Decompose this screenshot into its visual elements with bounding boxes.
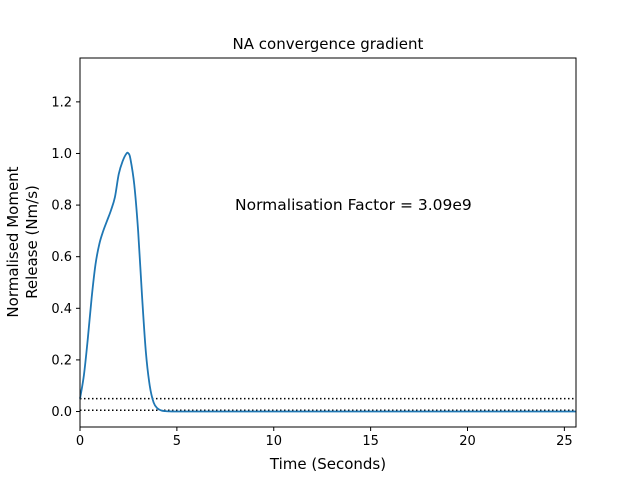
y-tick-label: 0.6 [51,250,72,265]
y-tick-label: 1.2 [51,95,72,110]
y-tick-label: 1.0 [51,147,72,162]
x-tick-label: 5 [173,434,181,449]
y-tick-label: 0.2 [51,353,72,368]
y-axis-ticks: 0.0 0.2 0.4 0.6 0.8 1.0 1.2 [51,95,80,420]
x-axis-ticks: 0 5 10 15 20 25 [76,427,573,449]
y-tick-label: 0.0 [51,405,72,420]
plot-frame [79,57,577,428]
x-tick-label: 10 [265,434,282,449]
y-axis-label-line-2: Release (Nm/s) [23,185,41,299]
x-tick-label: 15 [362,434,379,449]
plot-area [79,57,577,428]
x-tick-label: 25 [556,434,573,449]
x-tick-label: 20 [459,434,476,449]
chart-marks [79,151,576,413]
y-tick-label: 0.8 [51,199,72,214]
series-line-0 [79,151,576,413]
y-axis-label-line-1: Normalised Moment [4,166,22,317]
chart-title: NA convergence gradient [233,35,424,53]
x-tick-label: 0 [76,434,84,449]
x-axis-label: Time (Seconds) [269,455,386,473]
normalisation-factor-annotation: Normalisation Factor = 3.09e9 [235,196,472,214]
y-tick-label: 0.4 [51,302,72,317]
